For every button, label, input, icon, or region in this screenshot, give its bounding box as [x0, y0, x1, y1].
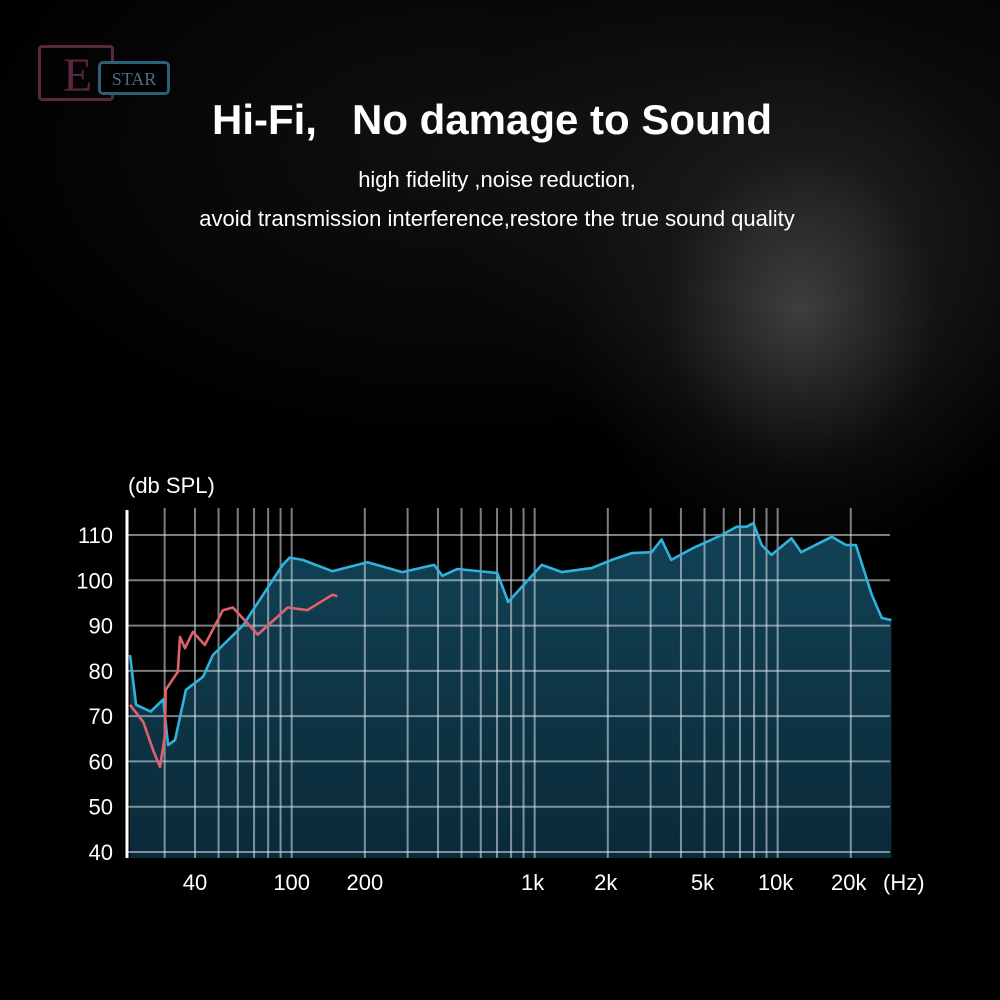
y-tick-label: 40 [89, 840, 113, 865]
x-tick-label: 40 [183, 870, 207, 895]
x-tick-label: 1k [521, 870, 545, 895]
x-tick-label: 200 [346, 870, 383, 895]
x-tick-label: 2k [594, 870, 618, 895]
subtitle-2: avoid transmission interference,restore … [199, 206, 795, 231]
brand-logo: E STAR [38, 45, 173, 105]
y-tick-label: 60 [89, 749, 113, 774]
x-tick-label: 5k [691, 870, 715, 895]
x-axis-label: (Hz) [883, 870, 925, 895]
logo-text: STAR [98, 61, 170, 95]
y-tick-label: 80 [89, 659, 113, 684]
series-line-1 [128, 521, 892, 747]
y-tick-label: 70 [89, 704, 113, 729]
x-tick-label: 10k [758, 870, 794, 895]
logo-letter: E [38, 45, 114, 102]
y-tick-label: 50 [89, 795, 113, 820]
x-tick-label: 100 [273, 870, 310, 895]
subtitle-1: high fidelity ,noise reduction, [358, 167, 636, 192]
x-tick-label: 20k [831, 870, 867, 895]
page-title: Hi-Fi, No damage to Sound [212, 96, 772, 143]
y-tick-label: 100 [76, 568, 113, 593]
y-tick-label: 90 [89, 614, 113, 639]
y-tick-label: 110 [78, 523, 113, 548]
y-axis-label: (db SPL) [128, 473, 215, 498]
series-line-2 [128, 593, 338, 769]
